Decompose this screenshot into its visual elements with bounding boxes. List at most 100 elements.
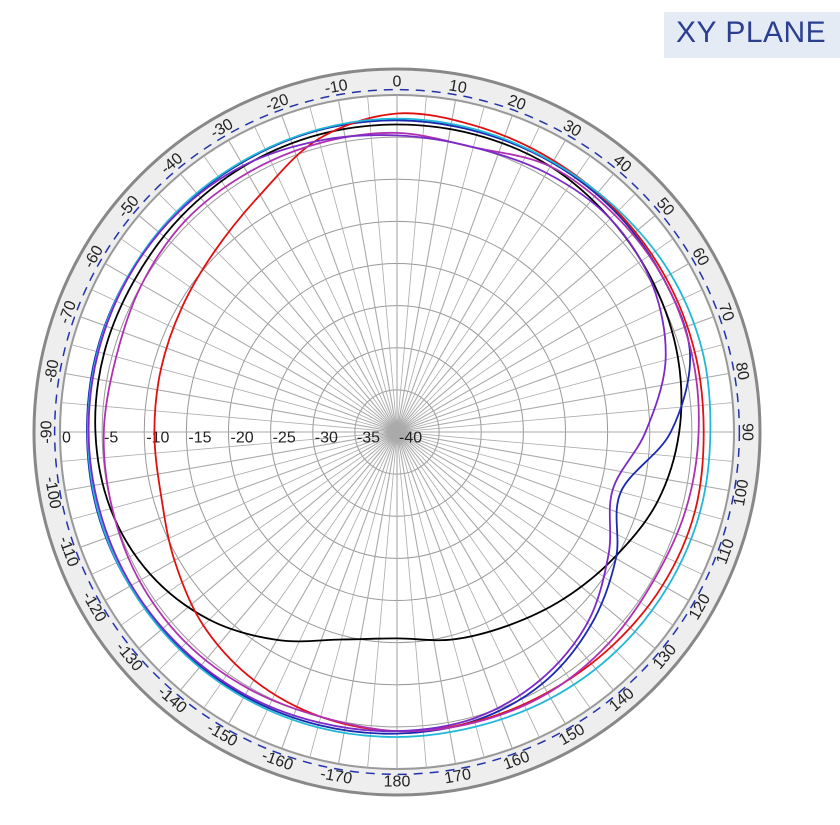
grid-spoke — [71, 431, 398, 520]
grid-spoke — [396, 214, 656, 433]
angle-tick-label: -90 — [39, 420, 56, 443]
grid-spoke — [228, 139, 398, 433]
angle-tick-label: -80 — [42, 358, 63, 384]
angle-tick-label: -170 — [319, 766, 354, 788]
grid-spoke — [80, 316, 398, 433]
grid-spoke — [91, 431, 398, 575]
grid-spoke — [396, 431, 656, 650]
grid-spoke — [396, 431, 733, 462]
grid-spoke — [396, 431, 729, 492]
grid-spoke — [61, 431, 398, 462]
radial-labels: 0 -5 -10 -15 -20 -25 -30 -35 -40 — [62, 430, 422, 447]
grid-spoke — [396, 173, 615, 433]
radial-tick-label: -40 — [399, 430, 422, 447]
polar-grid — [32, 67, 762, 797]
grid-spoke — [91, 289, 398, 433]
grid-spoke — [396, 155, 591, 433]
grid-spoke — [396, 431, 703, 575]
series-group — [86, 112, 712, 738]
series-line — [94, 123, 683, 643]
grid-spoke — [120, 431, 398, 626]
grid-spoke — [396, 431, 513, 749]
grid-spoke — [396, 193, 636, 433]
angle-tick-label: 30 — [560, 117, 584, 141]
radial-tick-label: -35 — [357, 430, 380, 447]
grid-spoke — [396, 96, 427, 433]
grid-spoke — [179, 173, 398, 433]
angle-tick-label: 10 — [448, 77, 469, 97]
grid-spoke — [138, 431, 398, 650]
radial-tick-label: -10 — [146, 430, 169, 447]
grid-spoke — [396, 431, 636, 671]
angle-tick-label: 20 — [505, 92, 528, 114]
series-line — [87, 134, 667, 733]
angle-tick-label: -10 — [323, 77, 349, 98]
grid-spoke — [396, 100, 457, 433]
angle-tick-label: -20 — [264, 91, 292, 115]
grid-spoke — [203, 431, 398, 709]
grid-spoke — [396, 115, 513, 433]
grid-spoke — [254, 126, 398, 433]
radial-tick-label: -15 — [188, 430, 211, 447]
grid-spoke — [337, 431, 398, 764]
grid-spoke — [104, 431, 398, 601]
grid-spoke — [367, 96, 398, 433]
grid-spoke — [65, 431, 398, 492]
grid-spoke — [120, 238, 398, 433]
grid-spoke — [254, 431, 398, 738]
grid-spoke — [396, 431, 674, 626]
grid-spoke — [104, 263, 398, 433]
angle-tick-label: 60 — [688, 245, 712, 269]
grid-spoke — [61, 402, 398, 433]
angle-tick-label: 0 — [393, 74, 402, 91]
grid-spoke — [309, 106, 398, 433]
grid-spoke — [228, 431, 398, 725]
grid-spoke — [396, 372, 729, 433]
angle-tick-label: 70 — [715, 301, 737, 324]
grid-spoke — [396, 139, 566, 433]
grid-spoke — [396, 238, 674, 433]
grid-spoke — [203, 155, 398, 433]
grid-spoke — [396, 126, 540, 433]
grid-spoke — [396, 431, 723, 520]
grid-spoke — [80, 431, 398, 548]
grid-spoke — [309, 431, 398, 758]
grid-spoke — [158, 431, 398, 671]
radial-tick-label: 0 — [62, 430, 71, 447]
grid-spoke — [396, 431, 690, 601]
grid-spoke — [367, 431, 398, 768]
reference-circle — [53, 88, 741, 776]
grid-spoke — [396, 431, 566, 725]
grid-spoke — [396, 344, 723, 433]
grid-spoke — [396, 431, 485, 758]
angle-tick-label: 100 — [731, 478, 752, 507]
title-box — [664, 12, 840, 58]
grid-spoke — [396, 431, 457, 764]
grid-spoke — [396, 431, 427, 768]
grid-spoke — [396, 402, 733, 433]
grid-spoke — [396, 263, 690, 433]
radial-tick-label: -25 — [273, 430, 296, 447]
grid-spoke — [281, 115, 398, 433]
grid-spoke — [396, 316, 714, 433]
grid-spoke — [158, 193, 398, 433]
angle-tick-label: -100 — [41, 476, 63, 511]
angle-tick-label: 170 — [443, 766, 472, 787]
angle-tick-label: 90 — [739, 423, 756, 441]
grid-spoke — [71, 344, 398, 433]
grid-spoke — [138, 214, 398, 433]
grid-spoke — [396, 431, 540, 738]
grid-spoke — [396, 106, 485, 433]
grid-spoke — [179, 431, 398, 691]
chart-title: XY PLANE — [676, 16, 827, 49]
radial-tick-label: -30 — [315, 430, 338, 447]
radial-tick-label: -5 — [104, 430, 118, 447]
angle-tick-label: 180 — [384, 774, 411, 791]
angle-tick-label: -70 — [56, 298, 80, 326]
grid-spoke — [281, 431, 398, 749]
grid-spoke — [65, 372, 398, 433]
radial-tick-label: -20 — [231, 430, 254, 447]
grid-spoke — [396, 289, 703, 433]
grid-spoke — [337, 100, 398, 433]
